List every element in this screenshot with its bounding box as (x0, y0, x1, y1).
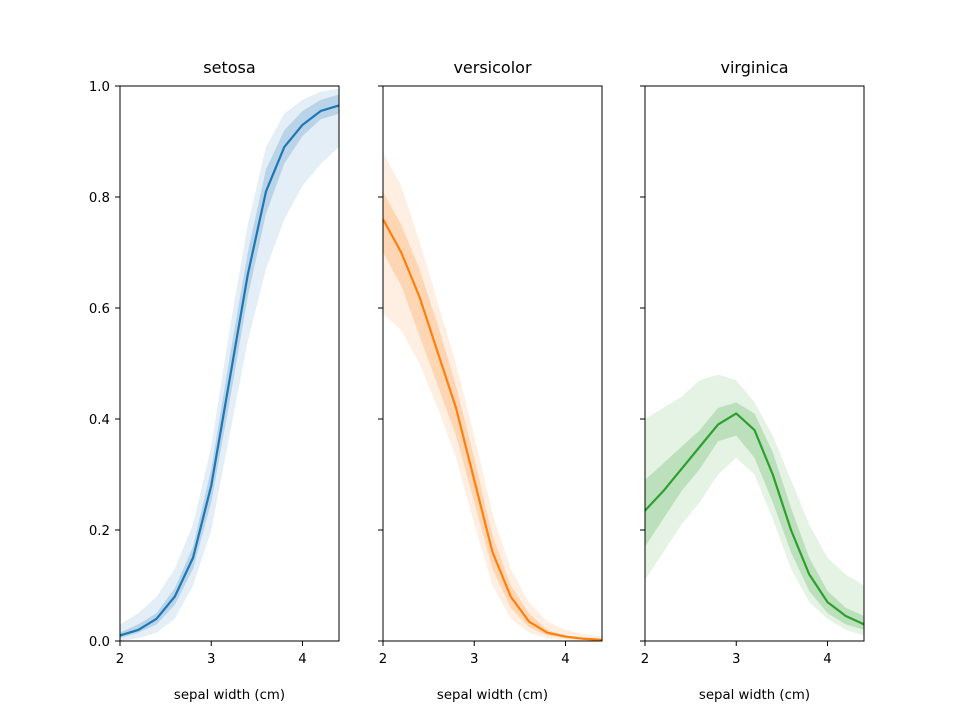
y-tick-label: 0.0 (89, 635, 110, 650)
virginica-title: virginica (721, 58, 789, 77)
virginica-x-tick-label: 3 (732, 652, 740, 667)
y-tick-label: 1.0 (89, 80, 110, 95)
setosa-x-tick-label: 3 (207, 652, 215, 667)
virginica-outer-band (645, 374, 864, 636)
versicolor-x-tick-label: 2 (379, 652, 387, 667)
y-tick-label: 0.6 (89, 302, 110, 317)
versicolor-title: versicolor (453, 58, 531, 77)
virginica-mean-line (645, 412, 864, 626)
virginica-axes-frame (644, 85, 865, 642)
y-tick-label: 0.2 (89, 524, 110, 539)
setosa-x-axis-label: sepal width (cm) (174, 688, 285, 703)
virginica-x-axis-label: sepal width (cm) (699, 688, 810, 703)
versicolor-x-tick-label: 3 (470, 652, 478, 667)
setosa-axes-frame (119, 85, 340, 642)
y-tick-label: 0.4 (89, 413, 110, 428)
versicolor-x-axis-label: sepal width (cm) (437, 688, 548, 703)
virginica-x-tick-label: 4 (823, 652, 831, 667)
setosa-outer-band (120, 88, 339, 641)
setosa-x-tick-label: 4 (298, 652, 306, 667)
setosa-mean-line (120, 104, 339, 637)
setosa-x-tick-label: 2 (116, 652, 124, 667)
versicolor-axes-frame (382, 85, 603, 642)
versicolor-x-tick-label: 4 (561, 652, 569, 667)
versicolor-outer-band (383, 152, 602, 641)
y-tick-label: 0.8 (89, 191, 110, 206)
virginica-x-tick-label: 2 (641, 652, 649, 667)
setosa-title: setosa (203, 58, 255, 77)
setosa-inner-band (120, 94, 339, 639)
versicolor-mean-line (383, 218, 602, 641)
